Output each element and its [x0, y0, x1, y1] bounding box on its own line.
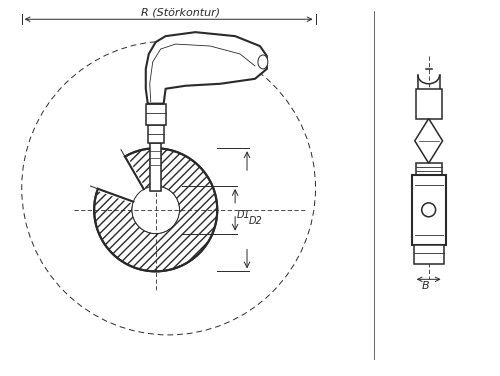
Bar: [416, 163, 442, 175]
Wedge shape: [95, 154, 146, 203]
Polygon shape: [146, 32, 267, 104]
Text: R (Störkontur): R (Störkontur): [141, 7, 220, 17]
Bar: [148, 126, 164, 143]
Bar: [412, 175, 446, 244]
Bar: [146, 104, 166, 126]
FancyBboxPatch shape: [150, 143, 161, 191]
Bar: [416, 89, 442, 118]
Polygon shape: [415, 118, 442, 163]
Text: D1: D1: [237, 210, 251, 220]
Text: D2: D2: [249, 216, 263, 226]
Circle shape: [422, 203, 436, 217]
Text: B: B: [422, 281, 430, 291]
Ellipse shape: [258, 55, 268, 69]
Bar: [150, 143, 161, 191]
Bar: [414, 244, 444, 264]
